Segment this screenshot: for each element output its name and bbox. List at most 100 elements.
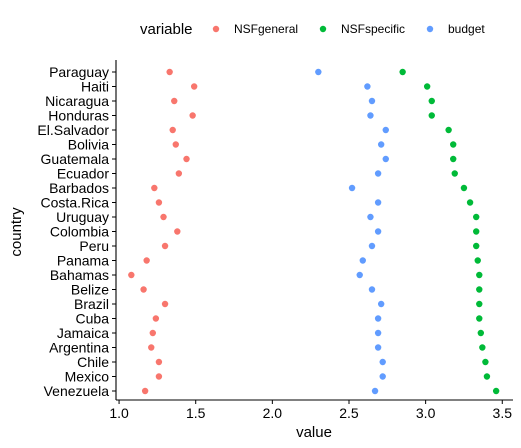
legend-title: variable bbox=[140, 21, 193, 38]
data-point bbox=[423, 83, 431, 90]
data-point bbox=[476, 300, 483, 308]
y-tick-label: Mexico bbox=[65, 369, 110, 385]
data-point bbox=[169, 126, 176, 134]
data-point bbox=[473, 242, 480, 250]
data-point bbox=[315, 68, 322, 76]
y-tick-label: Barbados bbox=[49, 180, 109, 196]
y-tick-label: Bolivia bbox=[68, 137, 109, 153]
data-point bbox=[374, 199, 382, 206]
data-point bbox=[368, 97, 376, 105]
data-point bbox=[140, 286, 147, 293]
y-axis: ParaguayHaitiNicaraguaHondurasEl.Salvado… bbox=[37, 60, 117, 400]
data-point bbox=[374, 228, 382, 235]
data-point bbox=[371, 387, 379, 395]
legend-label: NSFgeneral bbox=[234, 22, 298, 36]
y-tick-label: Cuba bbox=[76, 311, 110, 327]
data-point bbox=[128, 271, 135, 279]
data-point bbox=[382, 126, 389, 134]
data-point bbox=[379, 358, 386, 366]
y-tick-label: Uruguay bbox=[56, 209, 109, 225]
legend-label: NSFspecific bbox=[341, 22, 405, 36]
x-tick-label: 1.5 bbox=[186, 405, 206, 421]
y-tick-label: Honduras bbox=[48, 108, 109, 124]
y-tick-label: Panama bbox=[57, 253, 109, 269]
x-tick-label: 3.5 bbox=[493, 405, 513, 421]
data-point bbox=[466, 199, 474, 206]
series-budget bbox=[315, 68, 389, 395]
data-point bbox=[374, 170, 382, 177]
data-point bbox=[348, 184, 356, 192]
data-point bbox=[377, 141, 385, 148]
data-point bbox=[477, 329, 485, 337]
data-point bbox=[174, 228, 181, 235]
data-point bbox=[450, 155, 457, 163]
data-point bbox=[374, 344, 382, 351]
data-point bbox=[356, 271, 363, 279]
data-point bbox=[374, 315, 382, 322]
x-axis-title: value bbox=[296, 424, 332, 441]
data-point bbox=[474, 257, 481, 264]
data-point bbox=[166, 68, 173, 76]
data-point bbox=[379, 373, 386, 380]
series-NSFgeneral bbox=[128, 68, 198, 395]
data-point bbox=[399, 68, 406, 76]
data-point bbox=[367, 112, 374, 119]
data-point bbox=[476, 315, 483, 322]
data-point bbox=[492, 387, 500, 395]
y-tick-label: Jamaica bbox=[57, 325, 109, 341]
data-point bbox=[171, 97, 178, 105]
data-point bbox=[367, 213, 374, 221]
x-axis: 1.0 1.5 2.0 2.5 3.0 3.5 bbox=[109, 399, 513, 421]
legend-key bbox=[212, 25, 220, 33]
x-tick-label: 2.0 bbox=[263, 405, 283, 421]
data-point bbox=[374, 329, 382, 337]
y-tick-label: Colombia bbox=[50, 224, 109, 240]
data-point bbox=[451, 170, 458, 177]
data-point bbox=[368, 242, 376, 250]
y-axis-title: country bbox=[8, 207, 25, 257]
y-tick-label: Belize bbox=[71, 282, 109, 298]
data-point bbox=[483, 373, 491, 380]
x-tick-label: 3.0 bbox=[416, 405, 436, 421]
data-point bbox=[160, 213, 167, 221]
y-tick-label: Haiti bbox=[81, 79, 109, 95]
data-point bbox=[161, 242, 169, 250]
data-point bbox=[377, 300, 385, 308]
data-point bbox=[175, 170, 183, 177]
data-point bbox=[460, 184, 468, 192]
data-point bbox=[155, 199, 163, 206]
y-tick-label: Bahamas bbox=[50, 267, 109, 283]
y-tick-label: Brazil bbox=[74, 296, 109, 312]
y-tick-label: Paraguay bbox=[49, 64, 109, 80]
data-point bbox=[473, 228, 480, 235]
series-NSFspecific bbox=[399, 68, 500, 395]
data-point bbox=[155, 358, 163, 366]
data-point bbox=[155, 373, 163, 380]
x-tick-label: 1.0 bbox=[109, 405, 129, 421]
y-tick-label: Peru bbox=[79, 238, 109, 254]
legend: variable NSFgeneral NSFspecific budget bbox=[140, 21, 485, 38]
y-tick-label: Venezuela bbox=[44, 383, 110, 399]
data-point bbox=[476, 286, 483, 293]
data-point bbox=[368, 286, 376, 293]
y-tick-label: Argentina bbox=[49, 340, 109, 356]
y-tick-label: Ecuador bbox=[57, 166, 109, 182]
data-point bbox=[149, 329, 156, 337]
y-tick-label: Nicaragua bbox=[45, 93, 109, 109]
data-point bbox=[382, 155, 389, 163]
data-point bbox=[445, 126, 452, 134]
data-point bbox=[428, 112, 435, 119]
legend-key bbox=[426, 25, 434, 33]
data-point bbox=[183, 155, 190, 163]
y-tick-label: Chile bbox=[77, 354, 109, 370]
data-point bbox=[190, 83, 198, 90]
data-point bbox=[482, 358, 489, 366]
data-point bbox=[476, 271, 483, 279]
data-point bbox=[161, 300, 169, 308]
data-point bbox=[189, 112, 196, 119]
y-tick-label: El.Salvador bbox=[37, 122, 109, 138]
data-point bbox=[479, 344, 486, 351]
data-point bbox=[172, 141, 179, 148]
data-point bbox=[359, 257, 366, 264]
